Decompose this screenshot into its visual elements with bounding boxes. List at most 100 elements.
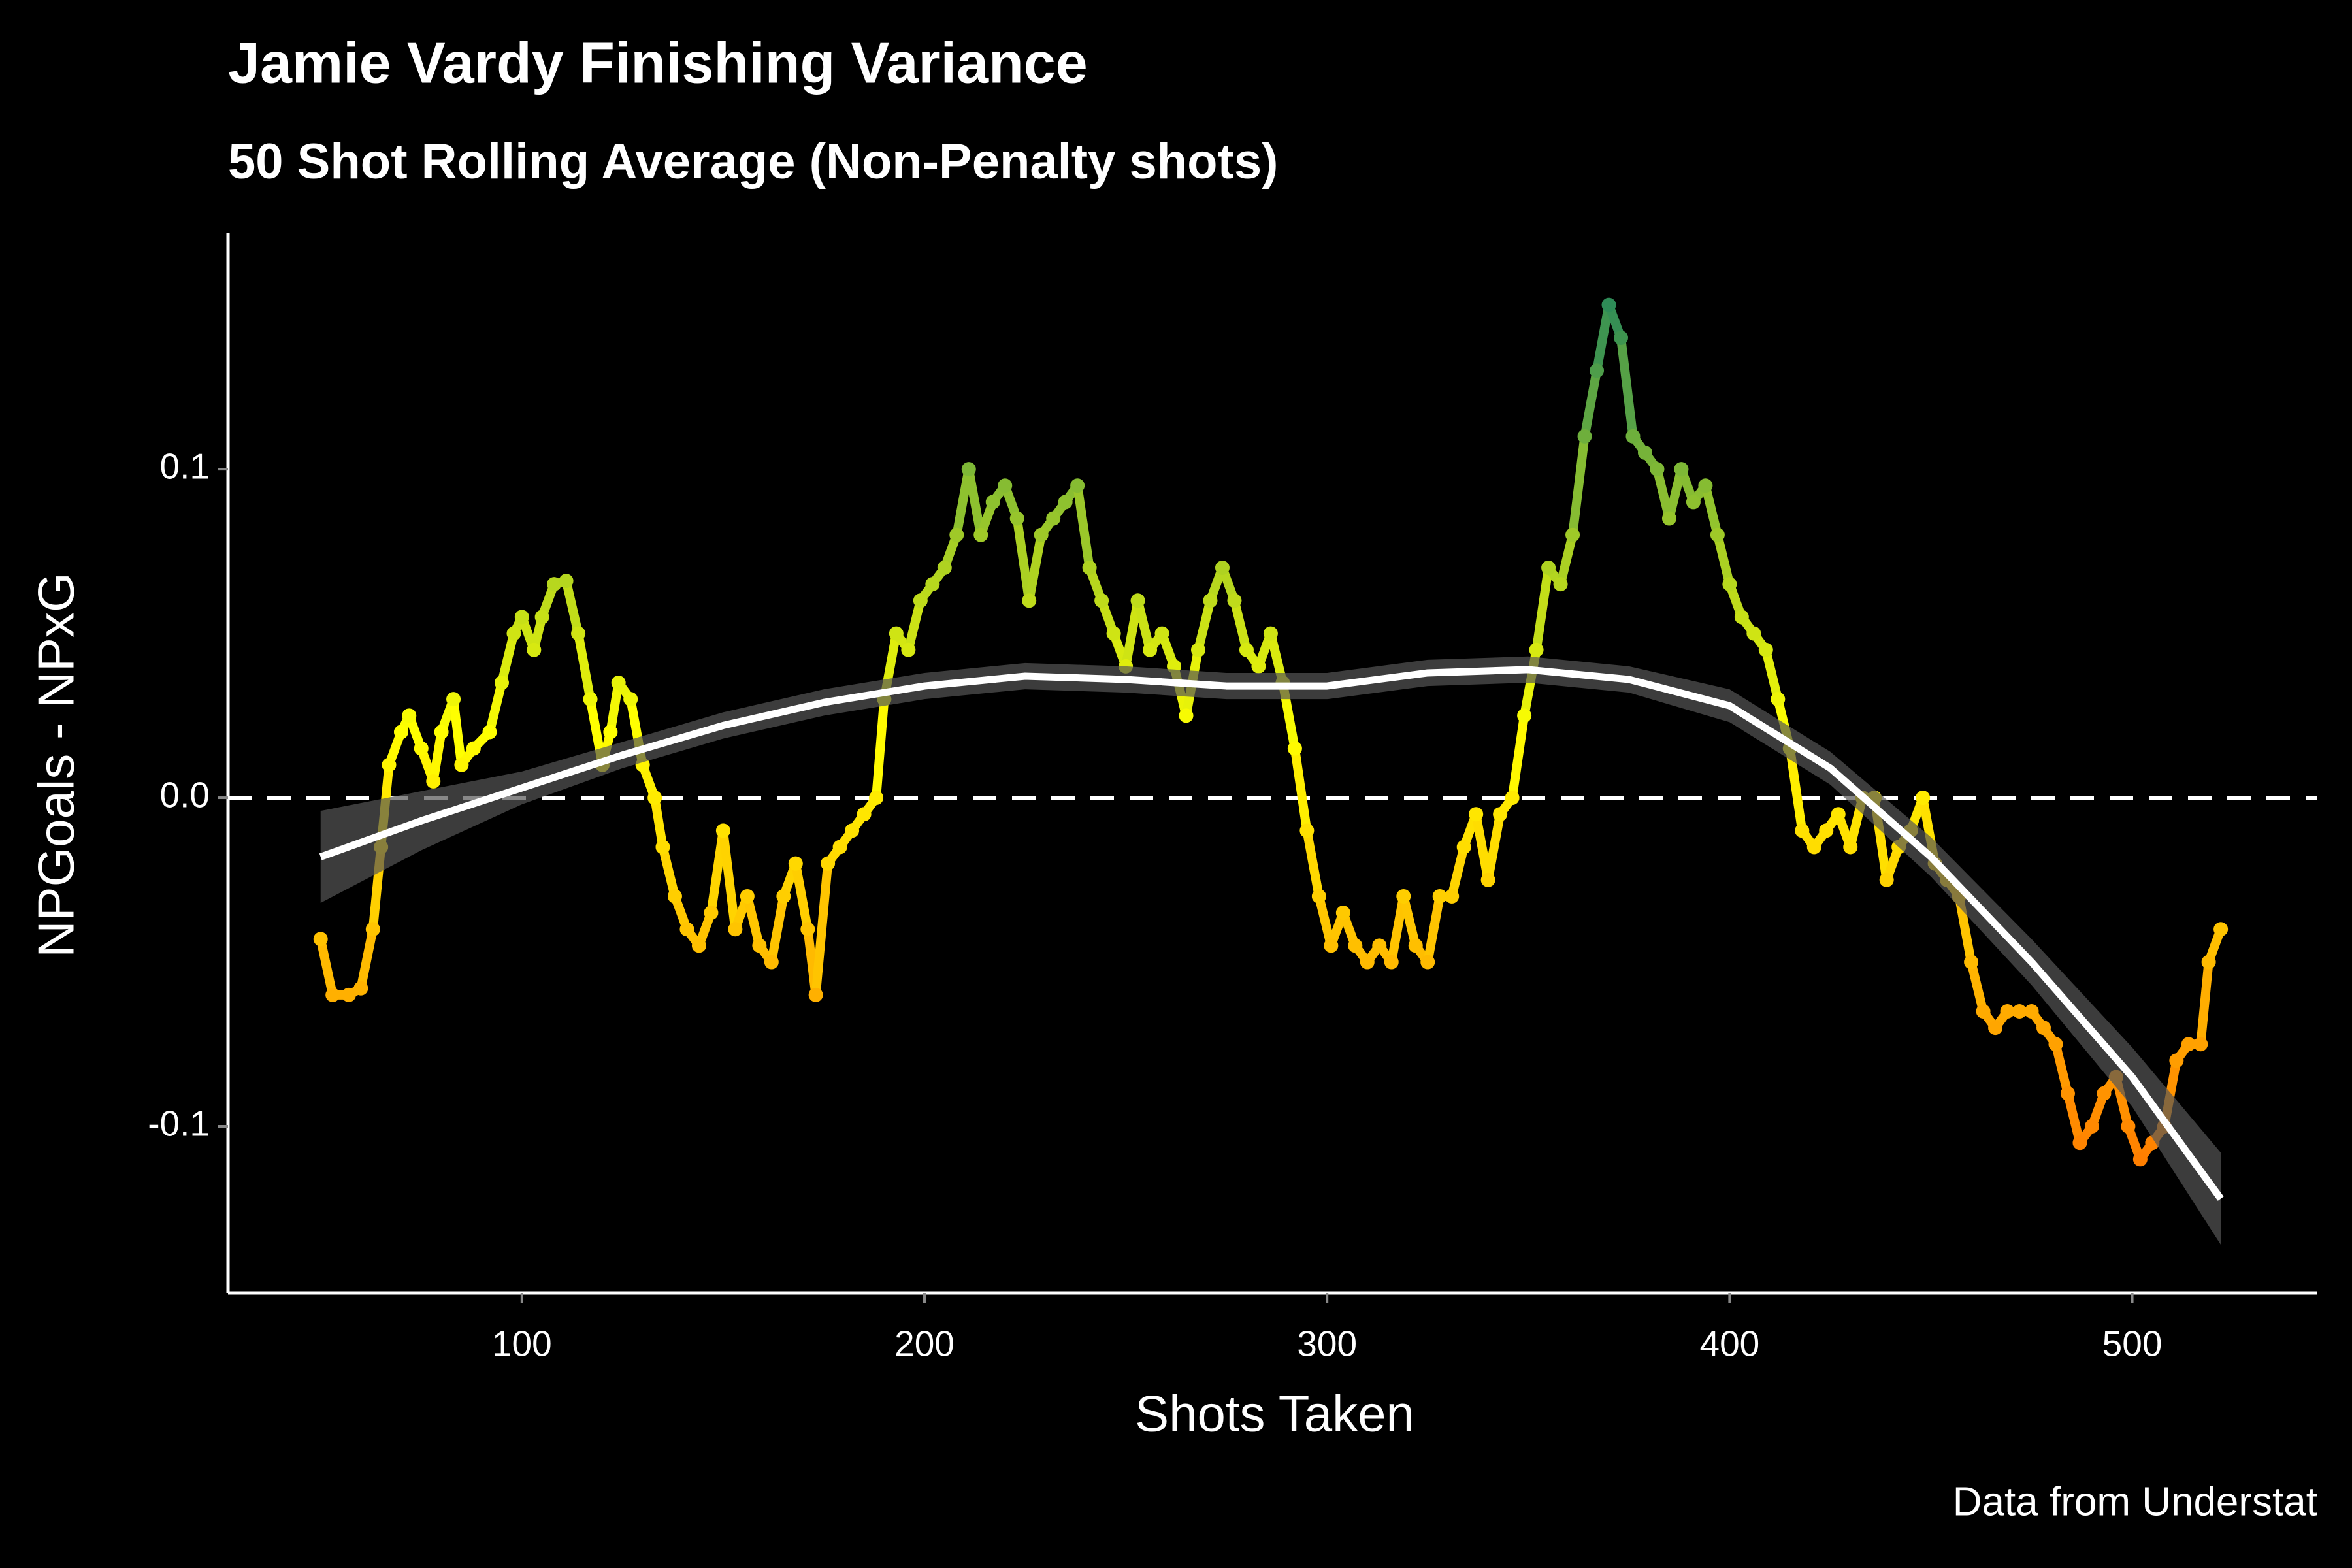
line-segment	[485, 678, 507, 737]
point	[1916, 791, 1931, 806]
point	[414, 741, 429, 756]
point	[1299, 823, 1315, 838]
point	[1988, 1021, 2003, 1036]
point	[937, 561, 952, 576]
point	[1674, 462, 1689, 477]
point	[1348, 938, 1363, 953]
line-segment	[1580, 366, 1602, 441]
point	[1493, 807, 1508, 822]
point	[1686, 495, 1701, 510]
point	[393, 725, 408, 740]
x-tick-label: 100	[492, 1324, 552, 1364]
y-tick-label: 0.1	[160, 446, 210, 487]
point	[752, 938, 767, 953]
point	[2097, 1086, 2112, 1101]
point	[1372, 938, 1387, 953]
line-segment	[497, 629, 519, 688]
point	[426, 774, 441, 789]
point	[1082, 561, 1097, 576]
point	[740, 889, 755, 904]
line-segment	[718, 826, 740, 934]
point	[402, 708, 417, 723]
point	[583, 692, 598, 707]
point	[1505, 791, 1520, 806]
point	[1553, 577, 1568, 592]
point	[949, 527, 964, 542]
x-tick-label: 300	[1297, 1324, 1357, 1364]
line-segment	[658, 842, 679, 901]
point	[466, 741, 481, 756]
point	[1360, 955, 1375, 970]
line-segment	[1290, 743, 1312, 836]
point	[382, 757, 397, 772]
trend-line	[319, 666, 2224, 1201]
point	[482, 725, 497, 740]
point	[1456, 840, 1471, 855]
point	[808, 987, 823, 1002]
point	[832, 840, 847, 855]
point	[1408, 938, 1423, 953]
point	[1517, 708, 1532, 723]
point	[1324, 938, 1339, 953]
line-segment	[574, 629, 595, 704]
point	[1795, 823, 1810, 838]
point	[800, 922, 815, 937]
line-segment	[356, 924, 378, 993]
point	[1746, 626, 1761, 641]
point	[1094, 593, 1109, 608]
point	[1614, 330, 1628, 345]
point	[1215, 561, 1230, 576]
point	[1661, 511, 1676, 526]
point	[571, 626, 586, 641]
point	[353, 981, 368, 996]
point	[647, 791, 662, 806]
point	[1154, 626, 1169, 641]
point	[1396, 889, 1411, 904]
point	[1565, 527, 1580, 542]
y-tick-label: 0.0	[160, 775, 210, 815]
point	[2060, 1086, 2075, 1101]
point	[821, 856, 836, 871]
point	[1251, 659, 1266, 674]
point	[925, 577, 940, 592]
point	[1420, 955, 1435, 970]
point	[506, 626, 521, 641]
point	[1831, 807, 1846, 822]
line-segment	[650, 793, 668, 852]
point	[1541, 561, 1556, 576]
point	[2048, 1037, 2063, 1052]
chart-title: Jamie Vardy Finishing Variance	[228, 30, 1088, 95]
point	[913, 593, 928, 608]
point	[2132, 1152, 2148, 1167]
point	[1637, 445, 1652, 460]
point	[1130, 593, 1145, 608]
point	[1239, 642, 1254, 657]
point	[1964, 955, 1979, 970]
point	[1106, 626, 1121, 641]
point	[1445, 889, 1460, 904]
point	[603, 725, 618, 740]
point	[365, 922, 380, 937]
point	[667, 889, 682, 904]
point	[776, 889, 791, 904]
point	[446, 692, 461, 707]
point	[1263, 626, 1278, 641]
line-segment	[561, 576, 583, 638]
line-segment	[1616, 333, 1638, 441]
line-segment	[964, 465, 986, 540]
point	[1179, 708, 1194, 723]
line-segment	[2196, 957, 2213, 1049]
line-segment	[1761, 645, 1783, 704]
point	[889, 626, 904, 641]
point	[1469, 807, 1484, 822]
point	[1843, 840, 1858, 855]
point	[998, 478, 1013, 493]
line-segment	[1194, 596, 1215, 655]
line-segment	[1447, 842, 1469, 901]
point	[2084, 1119, 2099, 1134]
point	[1710, 527, 1725, 542]
point	[2072, 1135, 2087, 1151]
line-segment	[742, 891, 764, 951]
point	[1722, 577, 1737, 592]
